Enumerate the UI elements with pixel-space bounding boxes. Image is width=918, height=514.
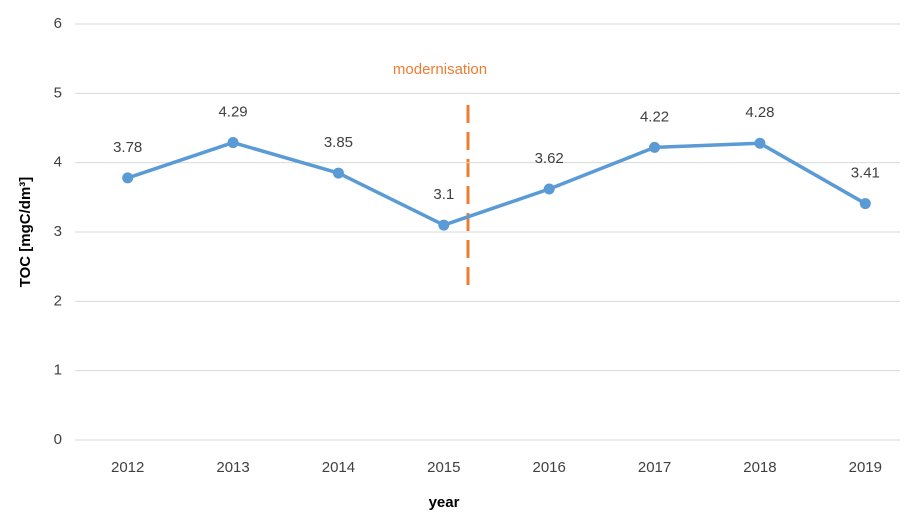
data-label: 3.62 xyxy=(535,150,564,167)
x-tick-label: 2012 xyxy=(111,459,144,476)
y-tick-label: 6 xyxy=(54,15,62,32)
x-tick-label: 2017 xyxy=(638,459,671,476)
point xyxy=(227,137,239,149)
data-label: 4.29 xyxy=(218,104,247,121)
point xyxy=(754,137,766,149)
line xyxy=(127,140,867,227)
data-label: 3.41 xyxy=(851,165,880,182)
data-label: 3.1 xyxy=(433,186,454,203)
point xyxy=(332,167,344,179)
data-label: 4.28 xyxy=(745,104,774,121)
point xyxy=(438,219,450,231)
x-tick-label: 2013 xyxy=(216,459,249,476)
x-tick-label: 2014 xyxy=(322,459,355,476)
y-tick-label: 0 xyxy=(54,431,62,448)
x-tick-label: 2016 xyxy=(533,459,566,476)
point xyxy=(859,198,871,210)
data-label: 3.85 xyxy=(324,134,353,151)
y-tick-label: 5 xyxy=(54,84,62,101)
y-tick-label: 2 xyxy=(54,292,62,309)
point xyxy=(122,172,134,184)
point xyxy=(543,183,555,195)
y-tick-label: 1 xyxy=(54,362,62,379)
y-axis-title: TOC [mgC/dm³] xyxy=(17,177,34,288)
data-label: 4.22 xyxy=(640,108,669,125)
x-tick-label: 2019 xyxy=(849,459,882,476)
point xyxy=(649,141,661,153)
y-tick-label: 4 xyxy=(54,154,62,171)
data-label: 3.78 xyxy=(113,139,142,156)
x-tick-label: 2018 xyxy=(743,459,776,476)
x-tick-label: 2015 xyxy=(427,459,460,476)
annotation: modernisation xyxy=(393,61,487,78)
x-axis-title: year xyxy=(429,494,460,511)
y-tick-label: 3 xyxy=(54,223,62,240)
